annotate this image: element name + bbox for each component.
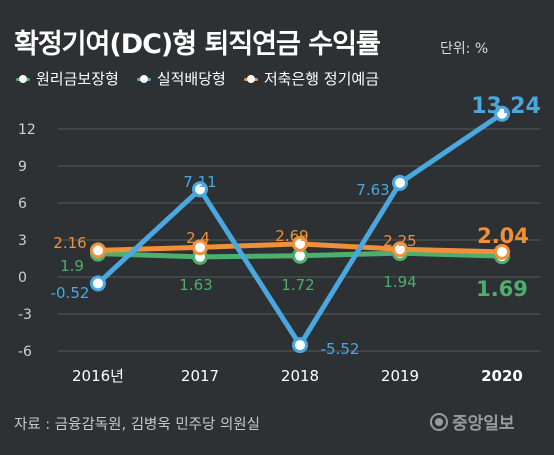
y-tick-label: 3 <box>18 233 27 249</box>
legend-label-guaranteed: 원리금보장형 <box>36 70 119 88</box>
source-note: 자료 : 금융감독원, 김병욱 민주당 의원실 <box>14 417 260 433</box>
data-label-guaranteed: 1.94 <box>383 273 416 291</box>
chart-title: 확정기여(DC)형 퇴직연금 수익률 <box>14 29 381 60</box>
legend-swatch-deposit <box>243 74 258 84</box>
y-tick-label: 12 <box>18 122 36 138</box>
data-label-deposit: 2.25 <box>383 232 416 250</box>
legend-item-performance: 실적배당형 <box>136 68 226 89</box>
brand: 중앙일보 <box>430 409 515 434</box>
x-tick-label: 2016년 <box>72 367 124 385</box>
legend-label-performance: 실적배당형 <box>156 70 226 88</box>
data-label-guaranteed: 1.9 <box>60 257 84 275</box>
data-label-performance: -0.52 <box>51 284 90 302</box>
x-tick-label: 2018 <box>281 367 319 385</box>
data-label-guaranteed: 1.72 <box>281 276 314 294</box>
data-point-deposit <box>292 235 308 252</box>
legend-item-deposit: 저축은행 정기예금 <box>243 68 379 89</box>
brand-logo-icon <box>430 412 448 431</box>
y-tick-label: 6 <box>18 196 27 212</box>
data-point-deposit <box>494 243 510 260</box>
y-tick-label: -3 <box>18 307 32 323</box>
legend-label-deposit: 저축은행 정기예금 <box>263 70 379 88</box>
data-point-deposit <box>192 239 208 256</box>
data-label-performance: 7.63 <box>356 181 389 199</box>
data-point-performance <box>494 105 510 122</box>
data-label-deposit: 2.4 <box>186 229 210 247</box>
legend-item-guaranteed: 원리금보장형 <box>16 68 119 89</box>
legend-swatch-performance <box>136 74 151 84</box>
data-point-performance <box>292 337 308 354</box>
x-tick-label: 2020 <box>481 367 523 385</box>
data-label-deposit: 2.69 <box>275 227 308 245</box>
y-tick-label: -6 <box>18 344 32 360</box>
data-label-guaranteed: 1.69 <box>476 277 528 301</box>
x-tick-label: 2019 <box>381 367 419 385</box>
unit-label: 단위: % <box>440 41 489 57</box>
data-point-deposit <box>90 242 106 259</box>
x-tick-label: 2017 <box>181 367 219 385</box>
data-point-deposit <box>392 241 408 258</box>
data-label-performance: 7.11 <box>183 173 216 191</box>
y-tick-label: 9 <box>18 159 27 175</box>
brand-name: 중앙일보 <box>452 414 515 434</box>
legend-swatch-guaranteed <box>16 74 30 84</box>
data-label-deposit: 2.16 <box>53 234 86 252</box>
y-tick-label: 0 <box>18 270 27 286</box>
legend: 원리금보장형 실적배당형 저축은행 정기예금 <box>16 68 379 89</box>
data-label-guaranteed: 1.63 <box>179 276 212 294</box>
data-point-performance <box>392 174 408 191</box>
data-label-performance: -5.52 <box>321 340 360 358</box>
data-label-performance: 13.24 <box>471 94 541 119</box>
data-point-performance <box>192 181 208 198</box>
data-label-deposit: 2.04 <box>477 224 529 248</box>
data-point-performance <box>90 275 106 292</box>
